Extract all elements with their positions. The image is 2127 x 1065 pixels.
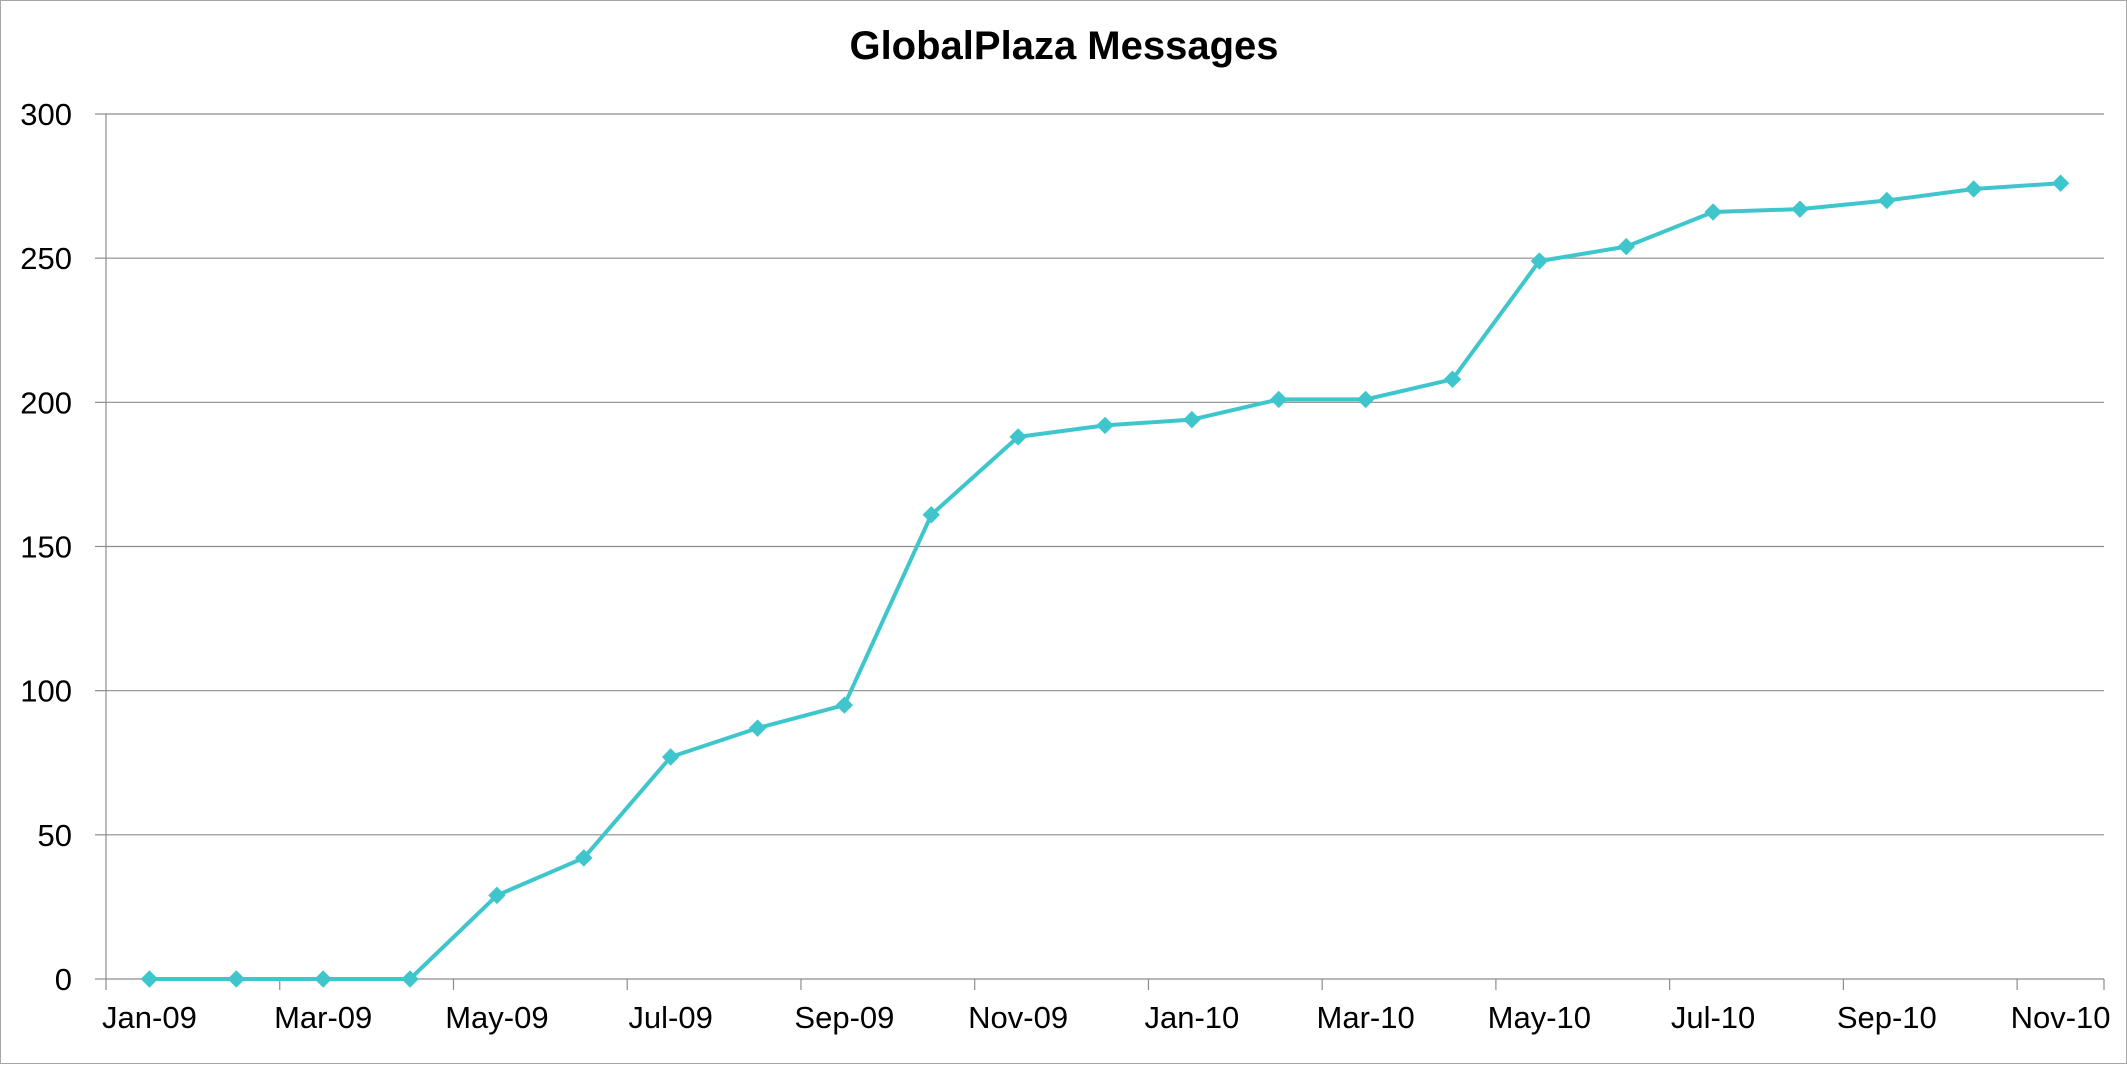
gridlines (106, 113, 2104, 836)
data-point (661, 748, 680, 766)
x-tick-label: Jan-10 (1144, 1000, 1239, 1035)
chart-title: GlobalPlaza Messages (849, 24, 1278, 68)
y-tick-label: 150 (20, 530, 72, 565)
data-point (2051, 174, 2070, 192)
x-tick-label: Mar-10 (1317, 1000, 1415, 1035)
x-tick-label: Sep-09 (794, 1000, 894, 1035)
data-point (227, 970, 246, 988)
data-point (1530, 252, 1549, 270)
y-tick-label: 200 (20, 385, 72, 420)
data-point (1443, 370, 1462, 388)
data-point (1009, 428, 1027, 446)
y-tick-label: 50 (38, 818, 72, 853)
data-point (140, 970, 159, 988)
data-point (1183, 410, 1201, 429)
x-tick-label: Mar-09 (274, 1000, 372, 1035)
data-point (1791, 200, 1809, 218)
data-point (748, 719, 767, 737)
data-point (575, 849, 593, 867)
data-point (1878, 191, 1896, 210)
data-point (835, 696, 854, 714)
series (140, 174, 2070, 988)
x-tick-label: Jul-09 (628, 1000, 712, 1035)
data-point (1704, 203, 1722, 221)
data-point (922, 506, 940, 524)
y-tick-label: 100 (20, 674, 72, 709)
axes (95, 113, 2105, 990)
data-point (1096, 416, 1114, 435)
data-point (1617, 237, 1635, 256)
data-point (1270, 390, 1288, 409)
y-tick-label: 300 (20, 97, 72, 132)
data-point (401, 970, 419, 988)
data-point (1964, 180, 1983, 198)
x-tick-label: Nov-09 (968, 1000, 1068, 1035)
x-tick-label: Sep-10 (1837, 1000, 1937, 1035)
y-tick-label: 0 (55, 962, 72, 997)
x-tick-label: May-09 (445, 1000, 548, 1035)
x-tick-label: May-10 (1488, 1000, 1591, 1035)
x-tick-label: Jul-10 (1671, 1000, 1755, 1035)
data-point (1356, 390, 1375, 409)
series-line (149, 181, 2061, 981)
x-tick-label: Jan-09 (102, 1000, 197, 1035)
tick-labels: 0 50 100 150 200 250 300 Jan-09 Mar-09 May-09 Jul-… (20, 97, 2110, 1035)
x-tick-label: Nov-10 (2011, 1000, 2111, 1035)
data-point (488, 886, 506, 905)
data-point (314, 970, 332, 988)
y-tick-label: 250 (20, 241, 72, 276)
